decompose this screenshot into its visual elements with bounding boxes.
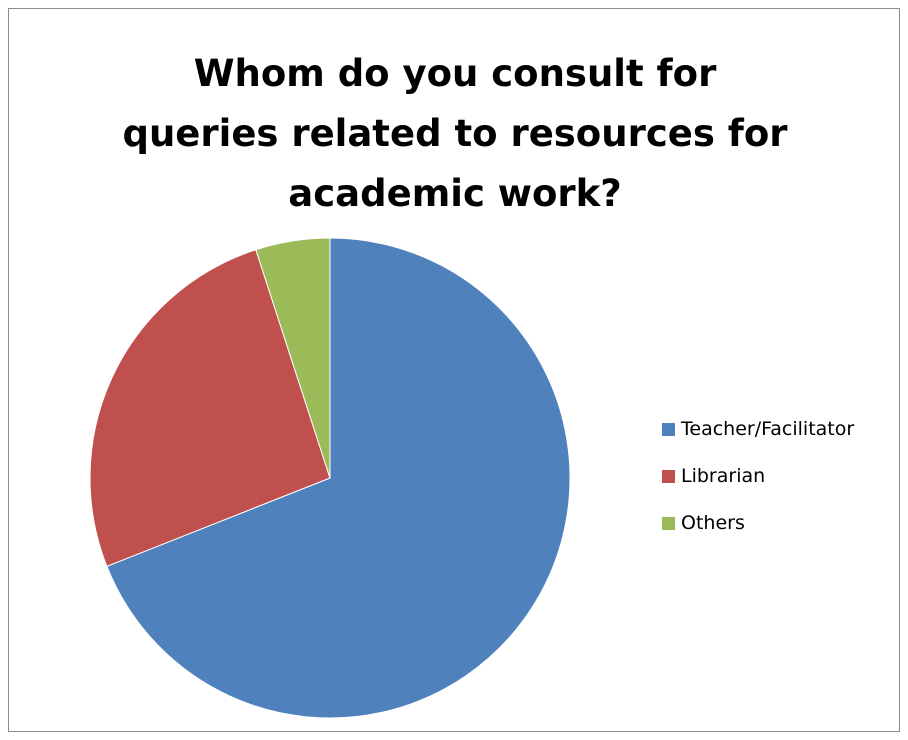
legend: Teacher/Facilitator Librarian Others — [662, 416, 854, 557]
legend-label-others: Others — [681, 512, 745, 534]
legend-label-librarian: Librarian — [681, 465, 766, 487]
pie-slices — [89, 237, 571, 719]
legend-item-others: Others — [662, 510, 854, 536]
pie-slice-others — [255, 237, 331, 479]
pie-slice-librarian — [89, 249, 331, 567]
pie-slice-teacher — [106, 237, 571, 719]
legend-swatch-librarian — [662, 469, 675, 483]
legend-item-librarian: Librarian — [662, 463, 854, 489]
legend-item-teacher: Teacher/Facilitator — [662, 416, 854, 442]
chart-title: Whom do you consult for queries related … — [122, 52, 788, 215]
legend-label-teacher: Teacher/Facilitator — [681, 418, 855, 440]
legend-swatch-others — [662, 516, 675, 530]
legend-swatch-teacher — [662, 422, 675, 436]
